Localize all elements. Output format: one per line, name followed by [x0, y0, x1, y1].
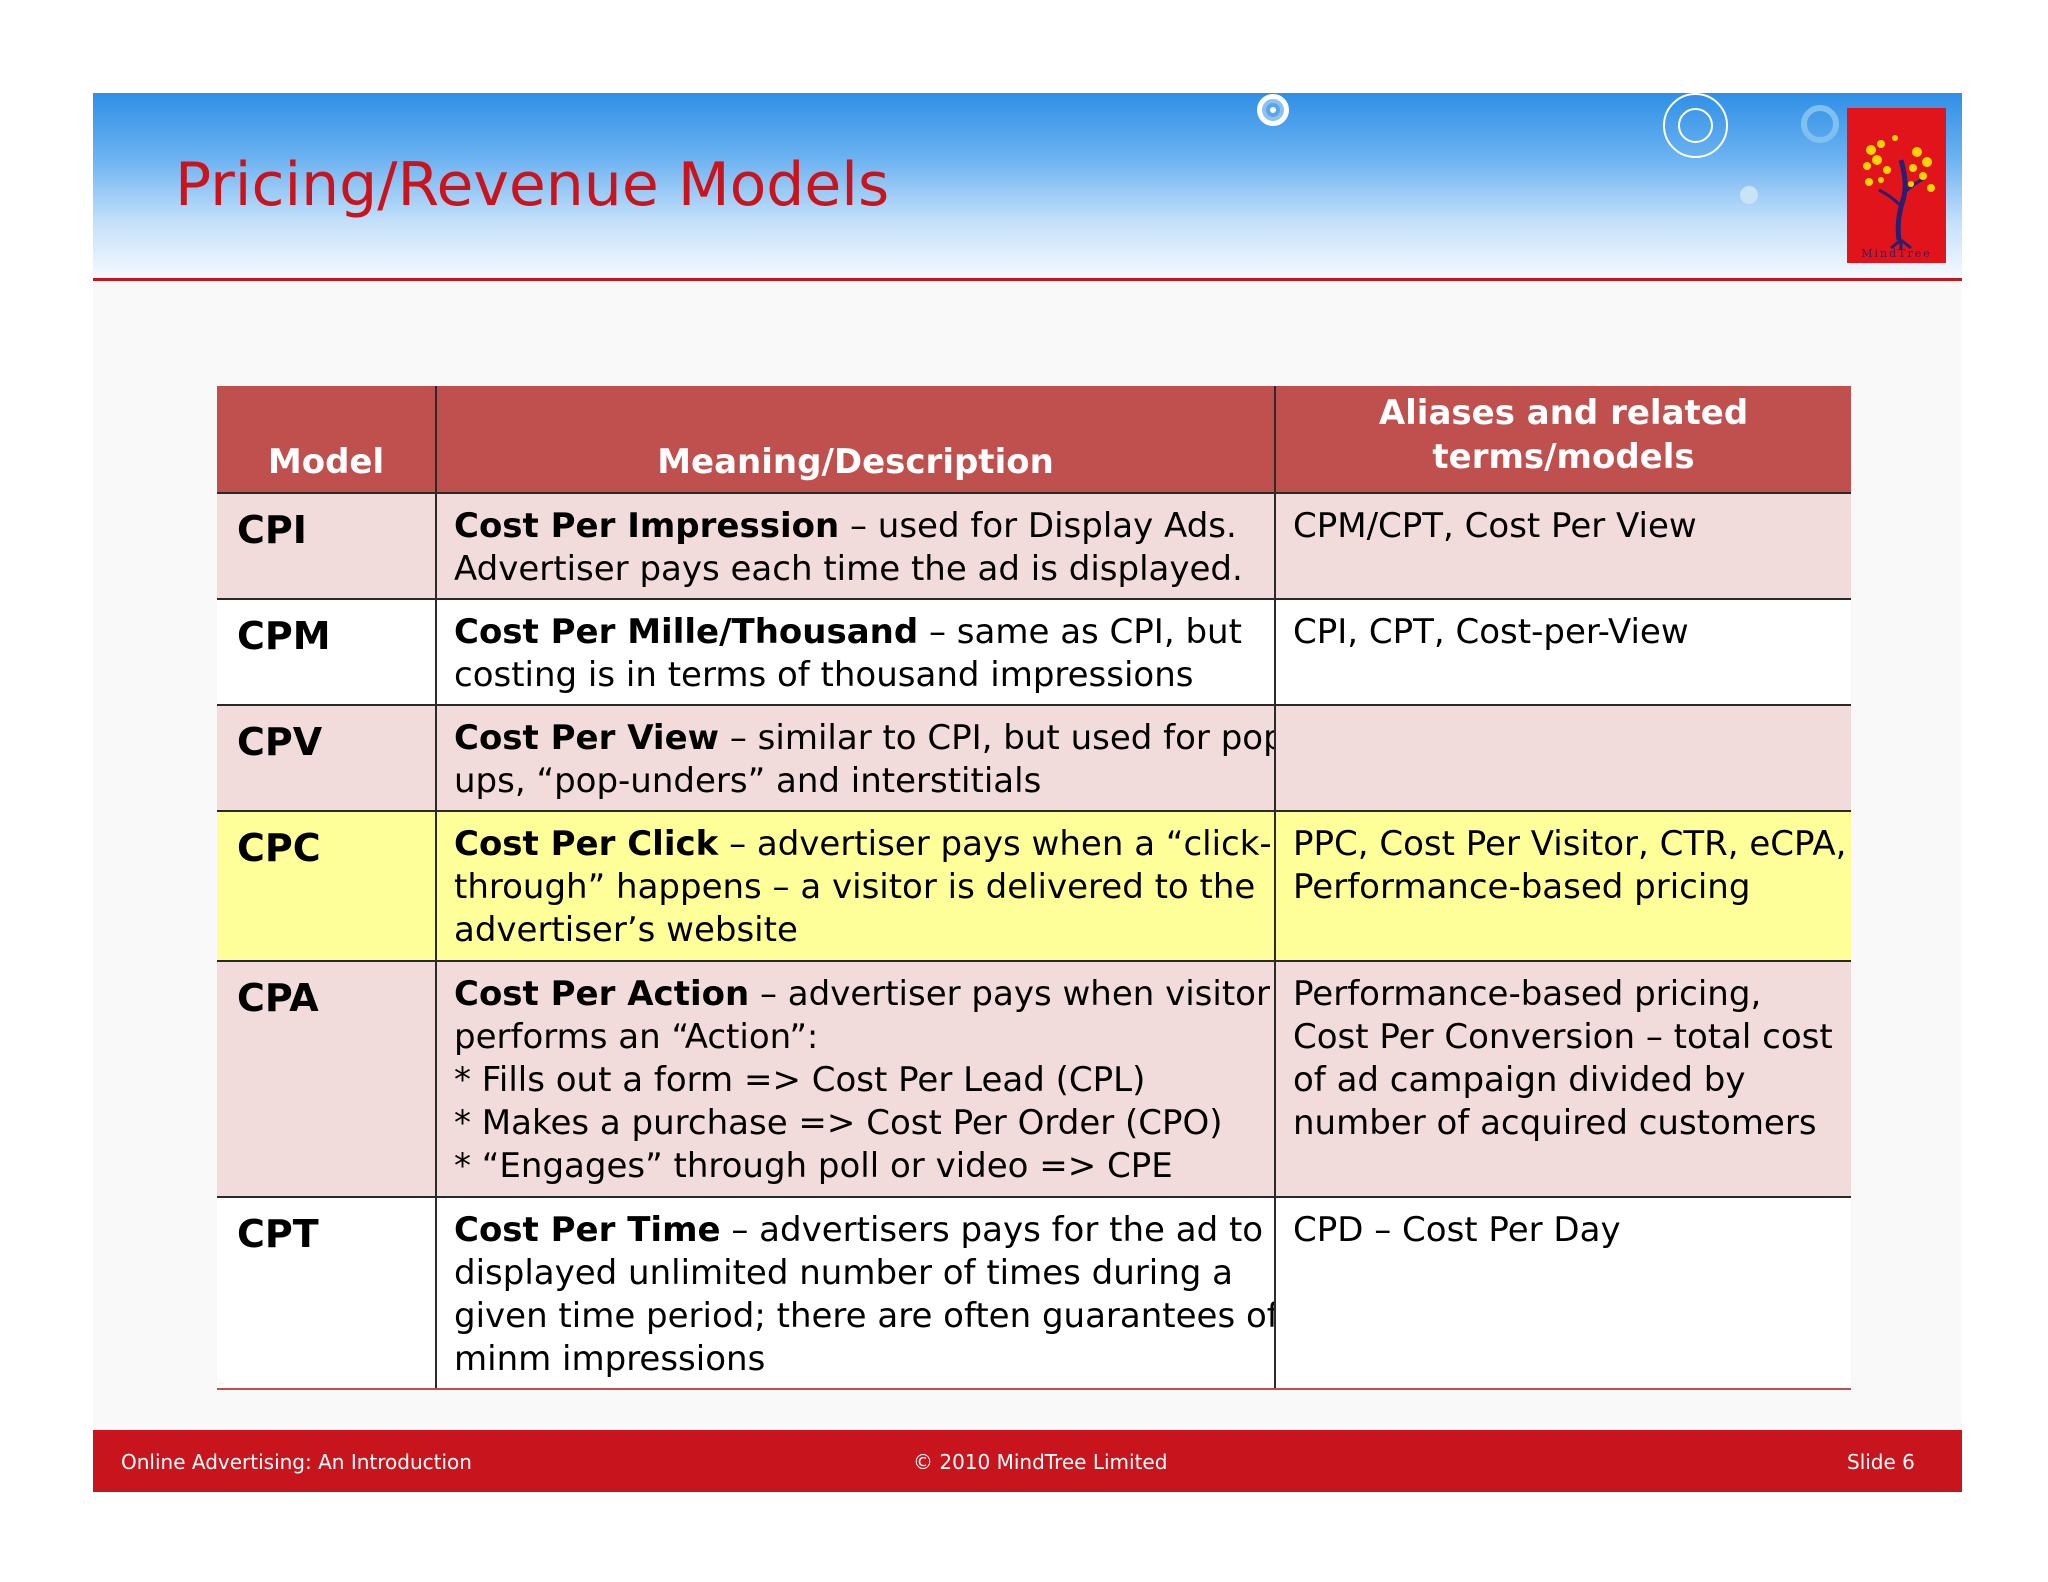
aliases-cell — [1274, 706, 1851, 810]
description-cell: Cost Per Time – advertisers pays for the… — [435, 1198, 1316, 1388]
tree-icon — [1863, 135, 1935, 250]
table-row-cpv: CPV Cost Per View – similar to CPI, but … — [217, 706, 1851, 812]
aliases-cell: CPM/CPT, Cost Per View — [1274, 494, 1851, 598]
header-description: Meaning/Description — [435, 386, 1274, 492]
description-lead: Cost Per View — [454, 718, 720, 758]
aliases-cell: CPD – Cost Per Day — [1274, 1198, 1851, 1388]
description-lead: Cost Per Time — [454, 1210, 721, 1250]
decorative-ring-icon — [1663, 93, 1728, 158]
model-cell: CPC — [217, 812, 435, 960]
model-cell: CPT — [217, 1198, 435, 1388]
aliases-cell: Performance-based pricing, Cost Per Conv… — [1274, 962, 1851, 1196]
description-lead: Cost Per Action — [454, 974, 750, 1014]
footer-presentation-title: Online Advertising: An Introduction — [121, 1450, 472, 1474]
header-model: Model — [267, 442, 385, 482]
description-lead: Cost Per Click — [454, 824, 719, 864]
table-row-cpt: CPT Cost Per Time – advertisers pays for… — [217, 1198, 1851, 1390]
footer-slide-number: Slide 6 — [1847, 1450, 1915, 1474]
aliases-cell: CPI, CPT, Cost-per-View — [1274, 600, 1851, 704]
table-row-cpm: CPM Cost Per Mille/Thousand – same as CP… — [217, 600, 1851, 706]
decorative-dot-icon — [1740, 186, 1758, 204]
footer-copyright: © 2010 MindTree Limited — [913, 1450, 1168, 1474]
mindtree-logo: MindTree — [1847, 108, 1946, 263]
logo-text: MindTree — [1861, 247, 1932, 260]
header-divider — [93, 278, 1962, 281]
header-aliases: Aliases and related terms/models — [1274, 386, 1851, 492]
decorative-ring-icon — [1266, 103, 1280, 117]
description-cell: Cost Per Action – advertiser pays when v… — [435, 962, 1274, 1196]
table-row-cpc: CPC Cost Per Click – advertiser pays whe… — [217, 812, 1851, 962]
decorative-ring-icon — [1678, 108, 1713, 143]
description-lead: Cost Per Mille/Thousand — [454, 612, 919, 652]
description-cell: Cost Per View – similar to CPI, but used… — [435, 706, 1297, 810]
description-cell: Cost Per Click – advertiser pays when a … — [435, 812, 1274, 960]
table-header-row: Model Meaning/Description Aliases and re… — [217, 386, 1851, 494]
model-cell: CPV — [217, 706, 435, 810]
aliases-cell: PPC, Cost Per Visitor, CTR, eCPA, Perfor… — [1274, 812, 1851, 960]
table-row-cpa: CPA Cost Per Action – advertiser pays wh… — [217, 962, 1851, 1198]
description-cell: Cost Per Impression – used for Display A… — [435, 494, 1274, 598]
model-cell: CPI — [217, 494, 435, 598]
model-cell: CPM — [217, 600, 435, 704]
description-cell: Cost Per Mille/Thousand – same as CPI, b… — [435, 600, 1274, 704]
decorative-ring-icon — [1801, 105, 1839, 143]
table-row-cpi: CPI Cost Per Impression – used for Displ… — [217, 494, 1851, 600]
slide-title: Pricing/Revenue Models — [175, 150, 890, 220]
footer-bar: Online Advertising: An Introduction © 20… — [93, 1430, 1962, 1492]
model-cell: CPA — [217, 962, 435, 1196]
description-lead: Cost Per Impression — [454, 506, 840, 546]
header-band — [93, 93, 1962, 278]
